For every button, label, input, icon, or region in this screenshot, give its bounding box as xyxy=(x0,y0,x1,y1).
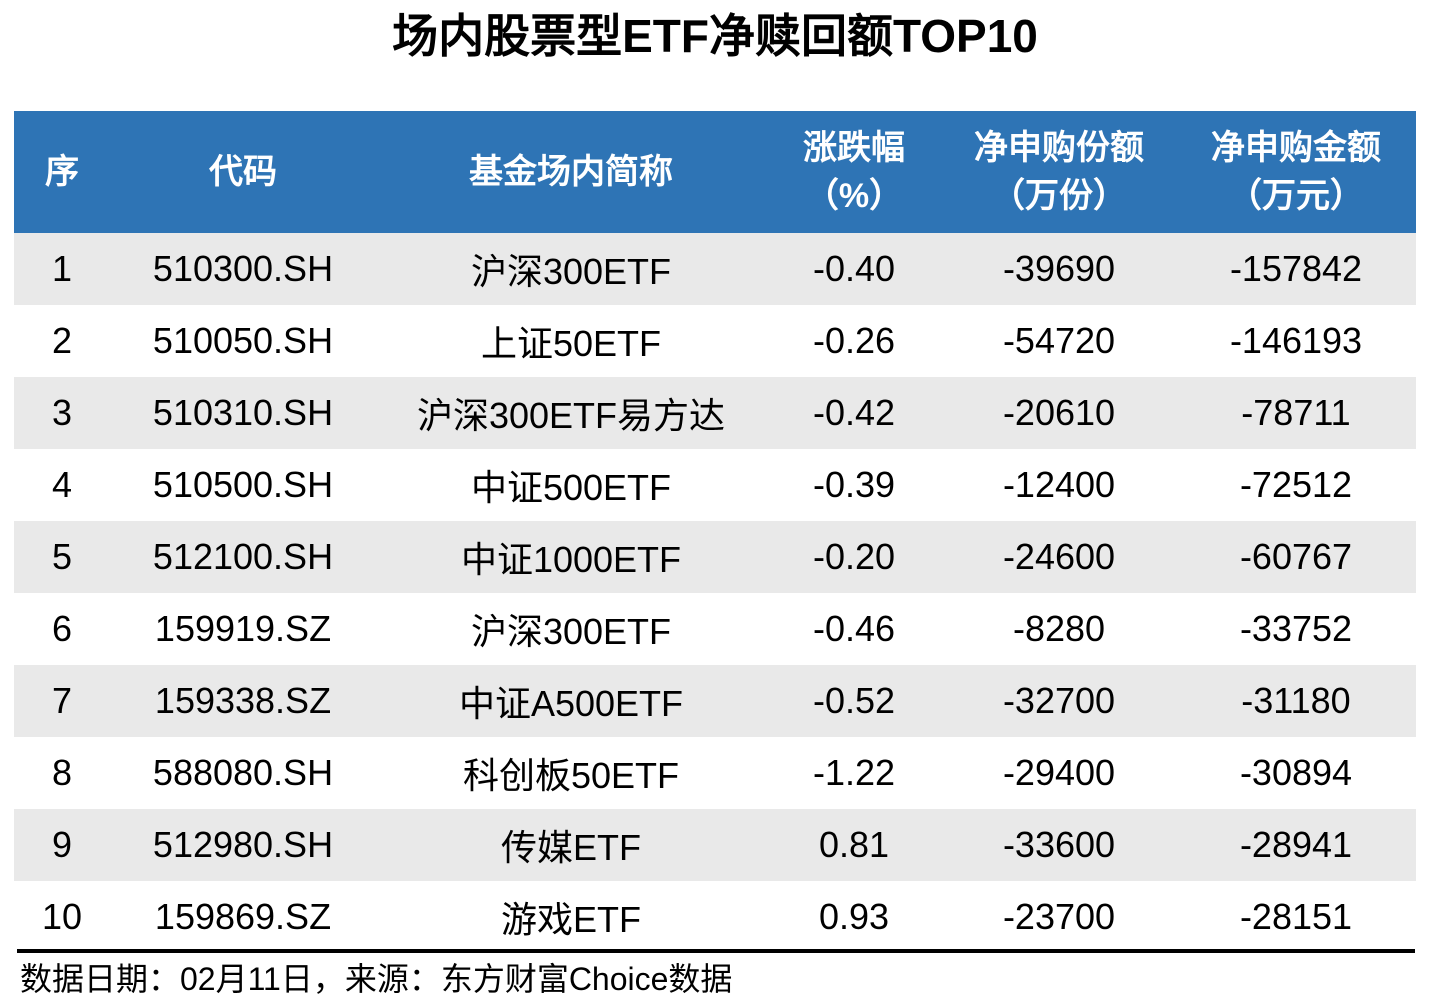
cell-net-amount: -31180 xyxy=(1241,680,1351,721)
col-header-change-pct-line2: （%） xyxy=(804,177,904,215)
cell-net-amount: -72512 xyxy=(1239,464,1353,505)
col-header-net-shares: 净申购份额 （万份） xyxy=(942,111,1176,233)
cell-fund-name: 沪深300ETF易方达 xyxy=(416,395,726,436)
table-header-row: 序 代码 基金场内简称 涨跌幅 （%） 净申购份额 （万份） 净申购金额 （万 xyxy=(14,111,1416,233)
cell-code: 510300.SH xyxy=(152,248,334,289)
col-header-code: 代码 xyxy=(110,111,376,233)
cell-net-shares: -23700 xyxy=(1002,896,1116,937)
cell-net-amount: -28941 xyxy=(1239,824,1353,865)
cell-code: 159919.SZ xyxy=(154,608,332,649)
cell-code: 510050.SH xyxy=(152,320,334,361)
cell-code: 159338.SZ xyxy=(154,680,332,721)
cell-rank: 4 xyxy=(51,464,73,505)
cell-net-amount: -28151 xyxy=(1239,896,1353,937)
cell-code: 512980.SH xyxy=(152,824,334,865)
cell-rank: 8 xyxy=(51,752,73,793)
cell-net-amount: -157842 xyxy=(1229,248,1363,289)
cell-change-pct: 0.93 xyxy=(818,896,890,937)
cell-code: 510310.SH xyxy=(152,392,334,433)
cell-change-pct: -0.52 xyxy=(812,680,896,721)
cell-code: 510500.SH xyxy=(152,464,334,505)
cell-rank: 5 xyxy=(51,536,73,577)
col-header-net-amount-line1: 净申购金额 xyxy=(1211,129,1381,167)
cell-net-shares: -24600 xyxy=(1002,536,1116,577)
cell-fund-name: 中证A500ETF xyxy=(458,683,684,724)
col-header-fund-name-line1: 基金场内简称 xyxy=(469,153,673,191)
cell-rank: 3 xyxy=(51,392,73,433)
cell-net-amount: -146193 xyxy=(1229,320,1363,361)
table-row: 6 159919.SZ 沪深300ETF -0.46 -8280 -33752 xyxy=(14,593,1416,665)
cell-net-amount: -78711 xyxy=(1241,392,1351,433)
table-row: 4 510500.SH 中证500ETF -0.39 -12400 -72512 xyxy=(14,449,1416,521)
cell-change-pct: 0.81 xyxy=(818,824,890,865)
cell-net-shares: -32700 xyxy=(1002,680,1116,721)
col-header-rank: 序 xyxy=(14,111,110,233)
cell-fund-name: 沪深300ETF xyxy=(470,611,672,652)
cell-change-pct: -1.22 xyxy=(812,752,896,793)
table-row: 5 512100.SH 中证1000ETF -0.20 -24600 -60767 xyxy=(14,521,1416,593)
cell-net-amount: -33752 xyxy=(1239,608,1353,649)
col-header-change-pct-line1: 涨跌幅 xyxy=(803,129,905,167)
table-row: 3 510310.SH 沪深300ETF易方达 -0.42 -20610 -78711 xyxy=(14,377,1416,449)
divider-rule xyxy=(17,949,1415,953)
col-header-change-pct: 涨跌幅 （%） xyxy=(766,111,942,233)
cell-net-shares: -54720 xyxy=(1002,320,1116,361)
cell-rank: 2 xyxy=(51,320,73,361)
cell-code: 512100.SH xyxy=(152,536,334,577)
table-row: 2 510050.SH 上证50ETF -0.26 -54720 -146193 xyxy=(14,305,1416,377)
cell-change-pct: -0.40 xyxy=(812,248,896,289)
cell-rank: 10 xyxy=(41,896,83,937)
col-header-net-amount: 净申购金额 （万元） xyxy=(1176,111,1416,233)
cell-net-shares: -12400 xyxy=(1002,464,1116,505)
col-header-net-shares-line2: （万份） xyxy=(991,177,1127,215)
cell-net-shares: -8280 xyxy=(1012,608,1106,649)
cell-change-pct: -0.46 xyxy=(812,608,896,649)
table-row: 9 512980.SH 传媒ETF 0.81 -33600 -28941 xyxy=(14,809,1416,881)
cell-fund-name: 传媒ETF xyxy=(501,827,641,868)
cell-fund-name: 沪深300ETF xyxy=(470,251,672,292)
col-header-fund-name: 基金场内简称 xyxy=(376,111,766,233)
cell-rank: 7 xyxy=(51,680,73,721)
cell-net-shares: -20610 xyxy=(1002,392,1116,433)
table-header: 序 代码 基金场内简称 涨跌幅 （%） 净申购份额 （万份） 净申购金额 （万 xyxy=(14,111,1416,233)
cell-code: 159869.SZ xyxy=(154,896,332,937)
col-header-net-shares-line1: 净申购份额 xyxy=(974,129,1144,167)
cell-fund-name: 上证50ETF xyxy=(480,323,662,364)
cell-change-pct: -0.20 xyxy=(812,536,896,577)
cell-fund-name: 科创板50ETF xyxy=(462,755,680,796)
cell-rank: 1 xyxy=(51,248,73,289)
cell-change-pct: -0.39 xyxy=(812,464,896,505)
cell-net-amount: -30894 xyxy=(1239,752,1353,793)
col-header-code-line1: 代码 xyxy=(209,153,277,191)
table-row: 10 159869.SZ 游戏ETF 0.93 -23700 -28151 xyxy=(14,881,1416,953)
data-source-note: 数据日期：02月11日，来源：东方财富Choice数据 xyxy=(20,961,733,997)
cell-rank: 9 xyxy=(51,824,73,865)
table-body: 1 510300.SH 沪深300ETF -0.40 -39690 -157842 2 510… xyxy=(14,233,1416,953)
cell-change-pct: -0.42 xyxy=(812,392,896,433)
cell-fund-name: 中证1000ETF xyxy=(460,539,682,580)
table-row: 8 588080.SH 科创板50ETF -1.22 -29400 -30894 xyxy=(14,737,1416,809)
cell-net-shares: -39690 xyxy=(1002,248,1116,289)
cell-change-pct: -0.26 xyxy=(812,320,896,361)
cell-net-amount: -60767 xyxy=(1239,536,1353,577)
col-header-net-amount-line2: （万元） xyxy=(1228,177,1364,215)
cell-rank: 6 xyxy=(51,608,73,649)
col-header-rank-line1: 序 xyxy=(45,153,79,191)
cell-net-shares: -33600 xyxy=(1002,824,1116,865)
table-row: 1 510300.SH 沪深300ETF -0.40 -39690 -157842 xyxy=(14,233,1416,305)
cell-fund-name: 中证500ETF xyxy=(470,467,672,508)
page-title: 场内股票型ETF净赎回额TOP10 xyxy=(392,10,1038,62)
cell-code: 588080.SH xyxy=(152,752,334,793)
cell-fund-name: 游戏ETF xyxy=(501,899,641,940)
table-row: 7 159338.SZ 中证A500ETF -0.52 -32700 -31180 xyxy=(14,665,1416,737)
cell-net-shares: -29400 xyxy=(1002,752,1116,793)
etf-redemption-table: 序 代码 基金场内简称 涨跌幅 （%） 净申购份额 （万份） 净申购金额 （万 xyxy=(14,111,1416,953)
